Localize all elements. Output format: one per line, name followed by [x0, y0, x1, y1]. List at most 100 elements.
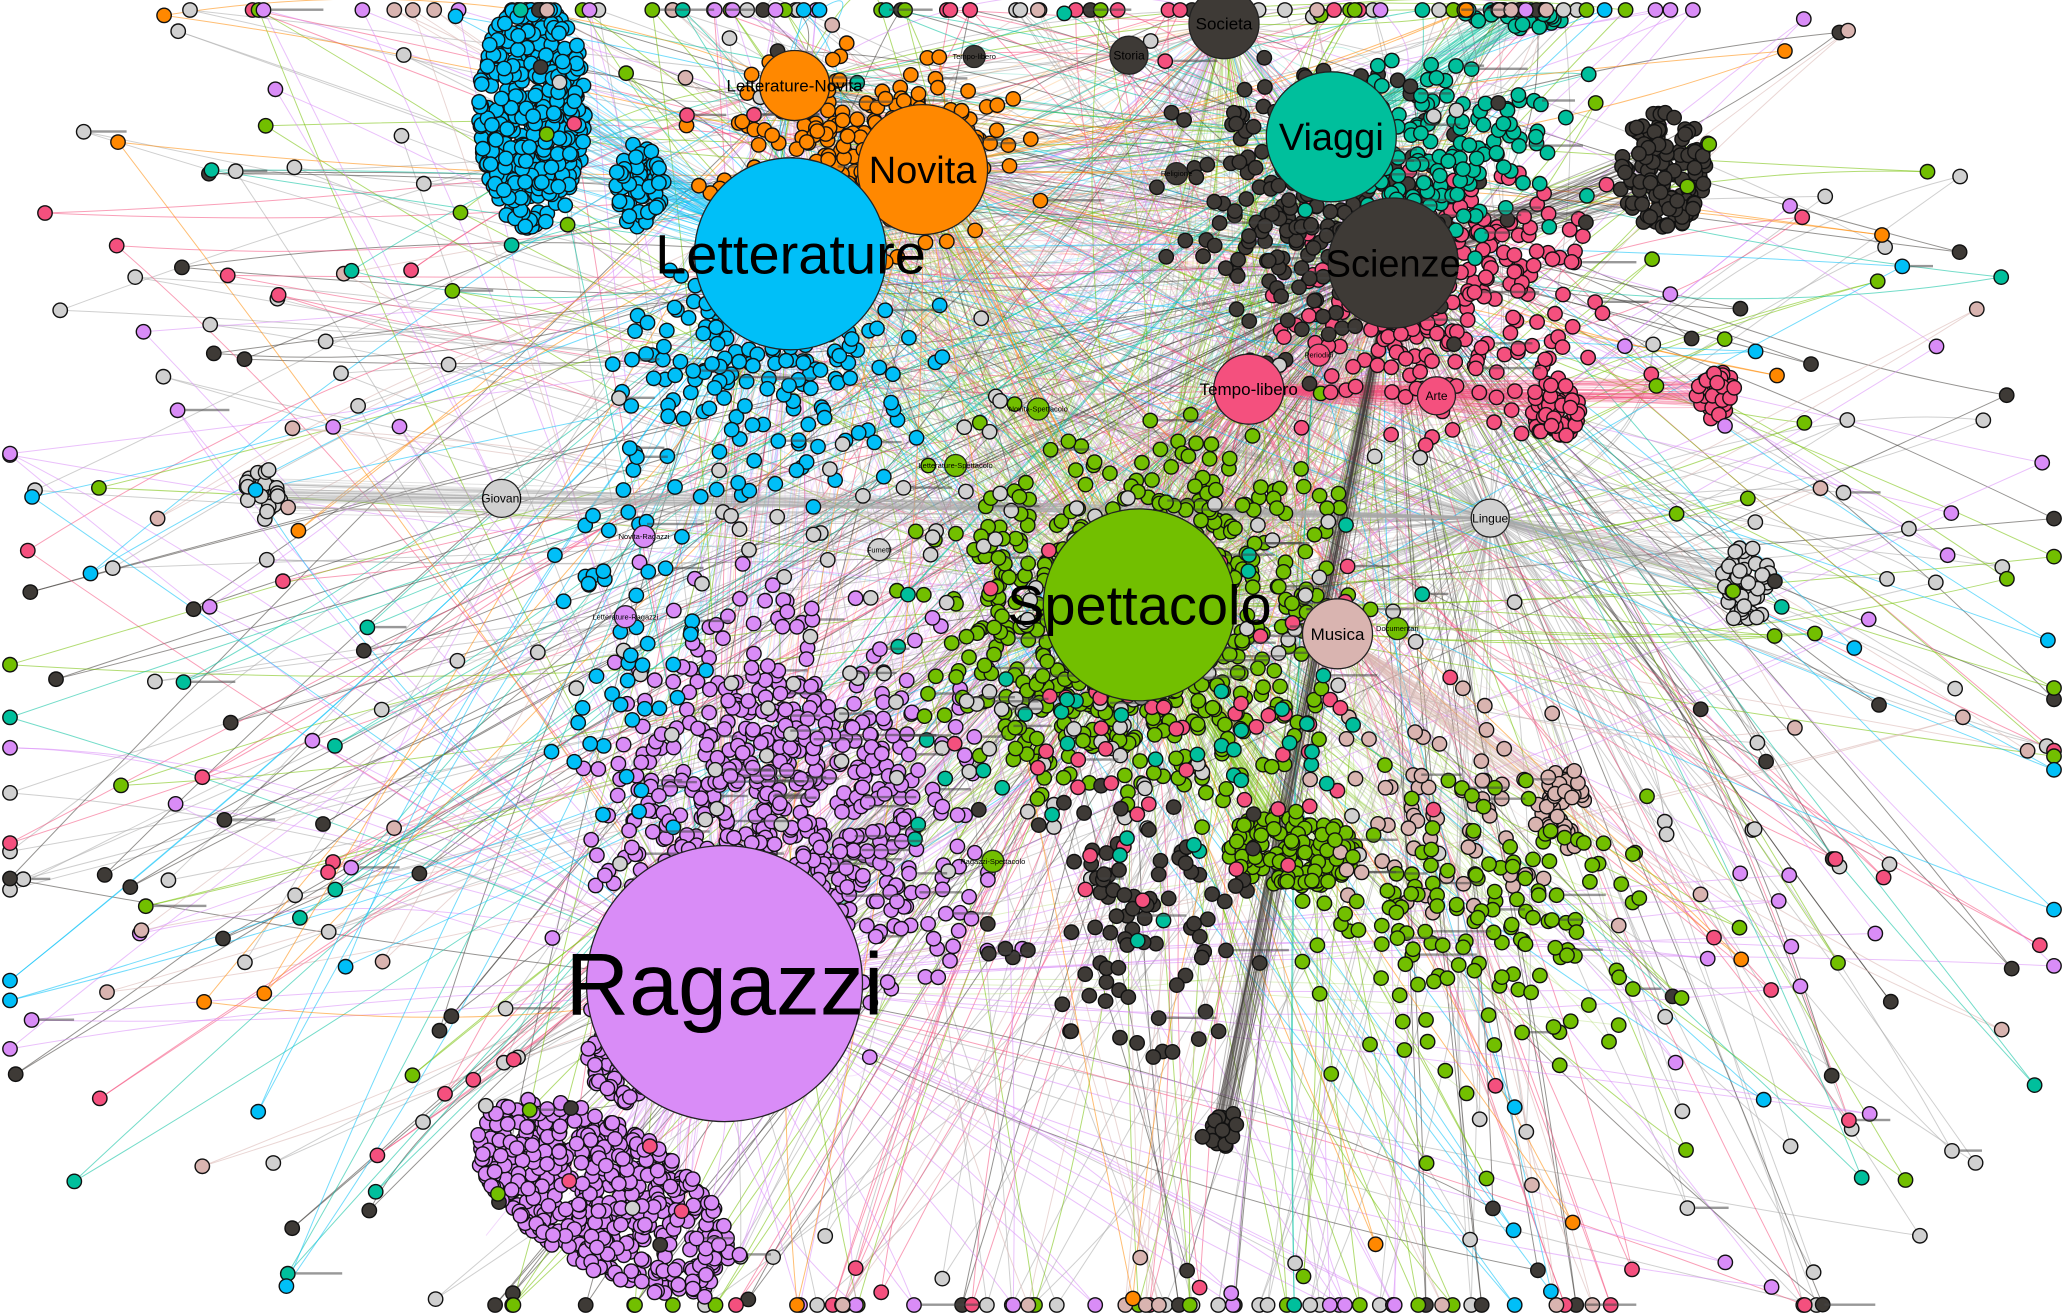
cluster-node	[1228, 833, 1245, 850]
cluster-node	[1304, 872, 1320, 889]
graph-edge	[1248, 388, 1495, 423]
graph-node	[544, 930, 561, 946]
cluster-node	[575, 133, 591, 150]
cluster-node	[509, 41, 526, 58]
graph-node	[956, 747, 973, 764]
cluster-node	[1617, 164, 1633, 181]
cluster-node	[1228, 1116, 1245, 1133]
cluster-node	[525, 108, 541, 125]
cluster-node	[487, 131, 504, 148]
cluster-node	[517, 174, 533, 190]
graph-node	[875, 710, 892, 727]
cluster-node	[664, 1153, 680, 1169]
cluster-node	[539, 1156, 555, 1172]
cluster-node	[543, 159, 560, 176]
cluster-node	[486, 1163, 503, 1180]
cluster-node	[698, 1266, 714, 1283]
cluster-node	[545, 1227, 561, 1243]
cluster-node	[1726, 379, 1743, 396]
cluster-node	[587, 1108, 603, 1125]
cluster-node	[496, 15, 513, 32]
cluster-node	[551, 1144, 568, 1160]
cluster-node	[550, 178, 567, 195]
graph-edge	[1337, 633, 1490, 817]
cluster-node	[473, 76, 490, 93]
cluster-node	[1659, 217, 1676, 234]
cluster-node	[518, 153, 534, 170]
cluster-node	[589, 1239, 605, 1256]
scienze-blob	[1612, 104, 1714, 235]
graph-node	[701, 704, 717, 721]
graph-node	[845, 842, 862, 859]
cluster-node	[495, 182, 512, 199]
cluster-node	[520, 1180, 537, 1197]
cluster-node	[1253, 827, 1270, 844]
cluster-node	[483, 117, 500, 133]
cluster-node	[666, 1262, 683, 1278]
cluster-node	[1283, 833, 1300, 849]
cluster-node	[585, 1262, 602, 1279]
cluster-node	[611, 193, 628, 210]
cluster-node	[512, 1207, 529, 1224]
graph-node	[679, 701, 695, 718]
cluster-node	[517, 218, 534, 235]
cluster-node	[471, 94, 487, 110]
cluster-node	[646, 1284, 663, 1301]
cluster-node	[662, 1178, 679, 1195]
cluster-node	[1562, 399, 1579, 416]
cluster-node	[633, 1251, 650, 1268]
cluster-node	[622, 1089, 638, 1105]
cluster-node	[1634, 196, 1651, 213]
cluster-node	[521, 139, 538, 155]
graph-node	[609, 787, 626, 804]
cluster-node	[492, 1147, 509, 1164]
graph-edge	[798, 23, 1225, 735]
cluster-node	[552, 1118, 569, 1135]
cluster-node	[1725, 610, 1742, 627]
cluster-node	[1558, 427, 1575, 444]
cluster-node	[1288, 803, 1305, 820]
cluster-node	[259, 503, 275, 520]
cluster-node	[496, 60, 512, 77]
cluster-node	[474, 140, 491, 157]
cluster-node	[1549, 808, 1566, 825]
cluster-node	[670, 1276, 687, 1293]
cluster-node	[1527, 384, 1543, 400]
cluster-node	[628, 149, 644, 166]
graph-node	[920, 916, 936, 932]
cluster-node	[570, 1196, 587, 1213]
cluster-node	[1557, 377, 1574, 394]
cluster-node	[684, 1171, 701, 1188]
cluster-node	[566, 93, 583, 110]
cluster-node	[1631, 145, 1647, 162]
cluster-node	[604, 1115, 621, 1131]
cluster-node	[1656, 170, 1673, 187]
cluster-node	[715, 1217, 732, 1234]
cluster-node	[1695, 175, 1712, 192]
cluster-node	[499, 121, 516, 137]
cluster-node	[582, 1132, 599, 1149]
cluster-node	[481, 36, 498, 53]
cluster-node	[1709, 374, 1726, 391]
cluster-node	[607, 1131, 623, 1147]
graph-node	[847, 590, 864, 607]
cluster-node	[612, 1271, 629, 1288]
cluster-node	[533, 174, 550, 191]
graph-edge	[1138, 604, 1610, 1043]
cluster-node	[551, 25, 567, 42]
graph-node	[774, 618, 791, 635]
cluster-node	[621, 208, 638, 225]
cluster-node	[493, 90, 510, 107]
cluster-node	[1677, 126, 1694, 143]
cluster-node	[1194, 1128, 1211, 1145]
cluster-node	[1642, 209, 1659, 225]
cluster-node	[479, 58, 496, 75]
cluster-node	[1666, 109, 1683, 126]
cluster-node	[574, 1175, 591, 1192]
graph-node	[583, 831, 600, 848]
graph-node	[846, 695, 862, 712]
cluster-node	[554, 53, 571, 70]
cluster-node	[637, 1216, 653, 1233]
cluster-node	[1514, 16, 1531, 33]
